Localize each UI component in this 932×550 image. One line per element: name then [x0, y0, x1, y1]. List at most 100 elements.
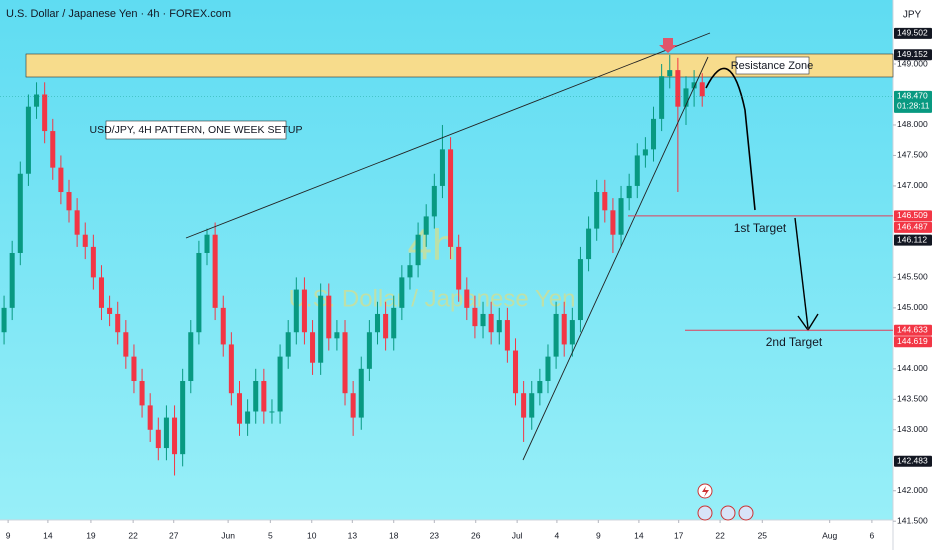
price-label-box	[894, 234, 932, 246]
candle-body	[642, 149, 648, 156]
candle-body	[50, 131, 56, 168]
candle-body	[155, 429, 161, 449]
candle-body	[358, 368, 364, 418]
candle-body	[618, 198, 624, 235]
price-label: 146.509	[897, 210, 928, 220]
chart-title: U.S. Dollar / Japanese Yen · 4h · FOREX.…	[6, 8, 231, 20]
countdown: 01:28:11	[897, 101, 930, 111]
trend-line	[522, 56, 709, 461]
candle-body	[456, 246, 462, 290]
candle-body	[537, 381, 543, 394]
candle-body	[439, 149, 445, 186]
candle-body	[586, 228, 592, 260]
candle-body	[561, 313, 567, 345]
y-tick-label: 145.000	[897, 302, 928, 312]
candle-body	[172, 417, 178, 455]
candle-body	[82, 234, 88, 247]
setup-label: USD/JPY, 4H PATTERN, ONE WEEK SETUP	[90, 124, 303, 136]
candle-body	[577, 259, 583, 321]
x-tick-label: 5	[268, 530, 273, 540]
candles	[1, 54, 705, 476]
event-icons	[697, 483, 754, 521]
x-tick-label: 23	[430, 530, 440, 540]
candle-body	[602, 192, 608, 211]
candle-body	[17, 173, 23, 253]
x-tick-label: 14	[634, 530, 644, 540]
x-tick-label: Jun	[221, 530, 235, 540]
candle-body	[293, 289, 299, 333]
x-tick-label: Aug	[822, 530, 837, 540]
x-tick-label: 22	[128, 530, 138, 540]
candle-body	[350, 393, 356, 418]
x-tick-label: 25	[758, 530, 768, 540]
candle-body	[553, 313, 559, 357]
candle-body	[488, 313, 494, 333]
x-tick-label: 26	[471, 530, 481, 540]
candle-body	[180, 381, 186, 455]
candle-body	[423, 216, 429, 235]
price-label-box	[894, 455, 932, 467]
candle-body	[204, 234, 210, 253]
candle-body	[610, 210, 616, 235]
candle-body	[115, 313, 121, 333]
candle-body	[415, 234, 421, 266]
price-label-box	[894, 324, 932, 336]
price-label: 146.487	[897, 222, 928, 232]
candle-body	[318, 295, 324, 363]
price-label: 144.633	[897, 324, 928, 334]
candle-body	[366, 332, 372, 369]
annotation-box	[105, 120, 287, 140]
candle-body	[594, 192, 600, 229]
time-axis	[0, 520, 893, 550]
candle-body	[529, 393, 535, 418]
candle-body	[569, 320, 575, 345]
x-tick-label: Jul	[512, 530, 523, 540]
candle-body	[472, 307, 478, 327]
price-label: 148.470	[897, 91, 928, 101]
trend-line	[185, 32, 711, 239]
candle-body	[512, 350, 519, 394]
x-tick-label: 4	[555, 530, 560, 540]
candle-body	[269, 411, 275, 413]
candle-body	[326, 295, 332, 339]
candle-body	[374, 313, 381, 333]
candle-body	[675, 70, 681, 107]
candle-body	[34, 94, 40, 107]
projection-arrow	[794, 217, 809, 329]
candle-body	[212, 234, 218, 308]
y-tick-label: 141.500	[897, 515, 928, 525]
target-label: 1st Target	[734, 221, 787, 235]
price-label: 149.152	[897, 49, 928, 59]
candle-body	[98, 277, 104, 308]
candle-body	[634, 155, 640, 186]
candle-body	[399, 277, 405, 308]
candle-body	[480, 313, 486, 327]
candle-body	[504, 320, 510, 351]
candle-body	[342, 332, 348, 394]
plot-area	[0, 0, 893, 520]
candle-body	[107, 307, 113, 314]
annotation-box	[735, 56, 810, 75]
candle-body	[277, 356, 283, 412]
price-label-box	[894, 27, 932, 39]
candle-body	[9, 252, 15, 308]
zone-label: Resistance Zone	[731, 60, 814, 72]
price-label: 144.619	[897, 336, 928, 346]
candle-body	[74, 210, 80, 235]
candle-body	[245, 411, 251, 424]
candle-body	[220, 307, 226, 345]
candle-body	[147, 405, 153, 430]
candle-body	[131, 356, 137, 382]
candle-body	[228, 344, 234, 394]
candle-body	[90, 246, 96, 278]
y-tick-label: 149.000	[897, 58, 928, 68]
candle-body	[496, 320, 502, 333]
x-tick-label: 9	[6, 530, 11, 540]
x-tick-label: 27	[169, 530, 179, 540]
candle-body	[626, 185, 632, 199]
x-tick-label: 14	[43, 530, 53, 540]
top-marker	[659, 38, 677, 53]
price-label: 149.502	[897, 28, 928, 38]
